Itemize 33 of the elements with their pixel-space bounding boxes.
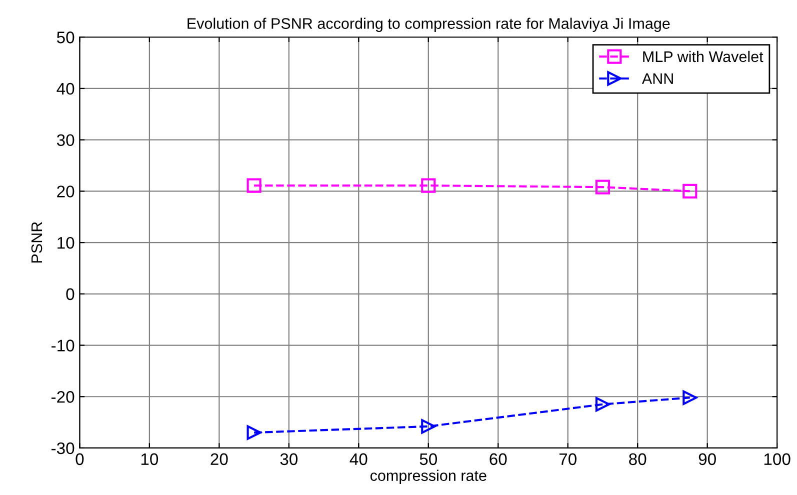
y-tick-label: -10	[51, 340, 74, 352]
x-tick-label: 60	[490, 453, 507, 466]
x-tick-label: 40	[350, 453, 368, 466]
y-tick-label: 30	[56, 134, 74, 146]
point	[682, 390, 698, 405]
legend-label: ANN	[642, 73, 673, 84]
point	[421, 178, 436, 193]
y-tick-label: -20	[51, 391, 74, 403]
x-tick-label: 90	[698, 453, 716, 466]
legend-label: MLP with Wavelet	[643, 50, 764, 62]
x-tick-label: 20	[210, 453, 228, 466]
chart-title: Evolution of PSNR according to compression rate for Malaviya Ji Image	[188, 18, 670, 32]
y-tick-label: 50	[56, 32, 74, 44]
point	[246, 425, 262, 440]
y-tick-label: 40	[56, 82, 74, 95]
point	[246, 178, 262, 193]
y-axis-title: PSNR	[31, 222, 42, 263]
point	[421, 419, 436, 434]
x-tick-label: 80	[629, 453, 646, 466]
point	[682, 184, 698, 198]
y-tick-label: -30	[51, 442, 74, 454]
x-tick-label: 50	[420, 453, 438, 466]
x-tick-label: 100	[764, 453, 790, 466]
x-tick-label: 30	[280, 453, 298, 466]
y-tick-label: 20	[57, 186, 74, 198]
point	[595, 180, 610, 194]
x-tick-label: 10	[141, 453, 158, 466]
x-axis-title: compression rate	[370, 470, 486, 484]
x-tick-label: 70	[559, 453, 576, 466]
y-tick-label: 10	[58, 236, 74, 249]
point	[595, 397, 610, 412]
x-tick-label: 0	[76, 453, 84, 466]
y-tick-label: 0	[66, 288, 74, 300]
